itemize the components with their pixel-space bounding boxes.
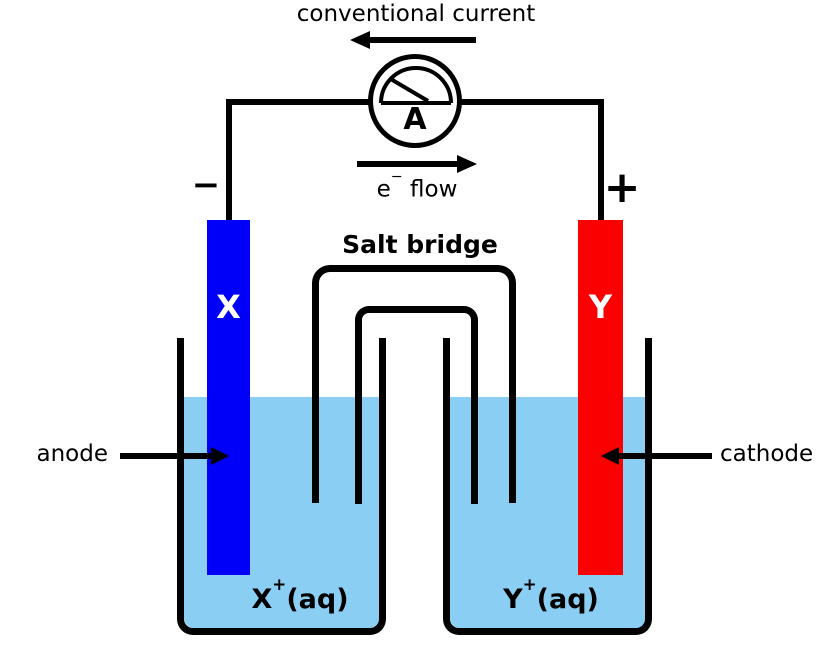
anode-label: anode [36, 441, 109, 467]
wire-right-vertical [598, 99, 604, 220]
salt-bridge-outer-tube [312, 265, 516, 503]
conventional-current-arrow [368, 37, 476, 43]
electron-flow-arrowhead-icon [457, 155, 477, 173]
ammeter-gauge-icon [379, 66, 453, 105]
solution-right-symbol: Y [503, 584, 523, 615]
anode-arrowhead-icon [211, 447, 229, 465]
beaker-left [177, 338, 386, 635]
wire-left-vertical [226, 99, 232, 220]
cathode-arrow [617, 453, 712, 459]
wire-top-left [226, 99, 372, 105]
solution-right-charge: + [522, 573, 537, 594]
cathode-arrowhead-icon [601, 447, 619, 465]
wire-top-right [459, 99, 604, 105]
salt-bridge-inner-tube [355, 306, 478, 504]
electron-flow-arrow [357, 161, 459, 167]
solution-left-charge: + [272, 573, 287, 594]
electrode-cathode: Y [578, 220, 623, 575]
ammeter-icon [368, 54, 462, 148]
solution-left-label: X+(aq) [219, 574, 381, 615]
conventional-current-arrowhead-icon [350, 31, 370, 49]
solution-right-state: (aq) [536, 584, 599, 615]
conventional-current-label: conventional current [296, 1, 536, 27]
electron-symbol: e [376, 176, 391, 203]
anode-arrow [120, 453, 213, 459]
solution-right-label: Y+(aq) [470, 574, 632, 615]
beaker-right [443, 338, 652, 635]
flow-word: flow [402, 176, 458, 203]
electrode-anode-label: X [216, 288, 241, 326]
negative-terminal-label: − [191, 165, 221, 205]
electrode-cathode-label: Y [588, 288, 613, 326]
solution-left-state: (aq) [286, 584, 349, 615]
electrode-anode: X [207, 220, 250, 575]
electron-flow-label: e− flow [350, 169, 484, 203]
salt-bridge-label: Salt bridge [342, 230, 498, 259]
electron-charge: − [390, 168, 403, 185]
positive-terminal-label: + [603, 162, 641, 213]
solution-left-symbol: X [251, 584, 273, 615]
cathode-label: cathode [720, 441, 814, 467]
ammeter-label: A [403, 102, 427, 137]
